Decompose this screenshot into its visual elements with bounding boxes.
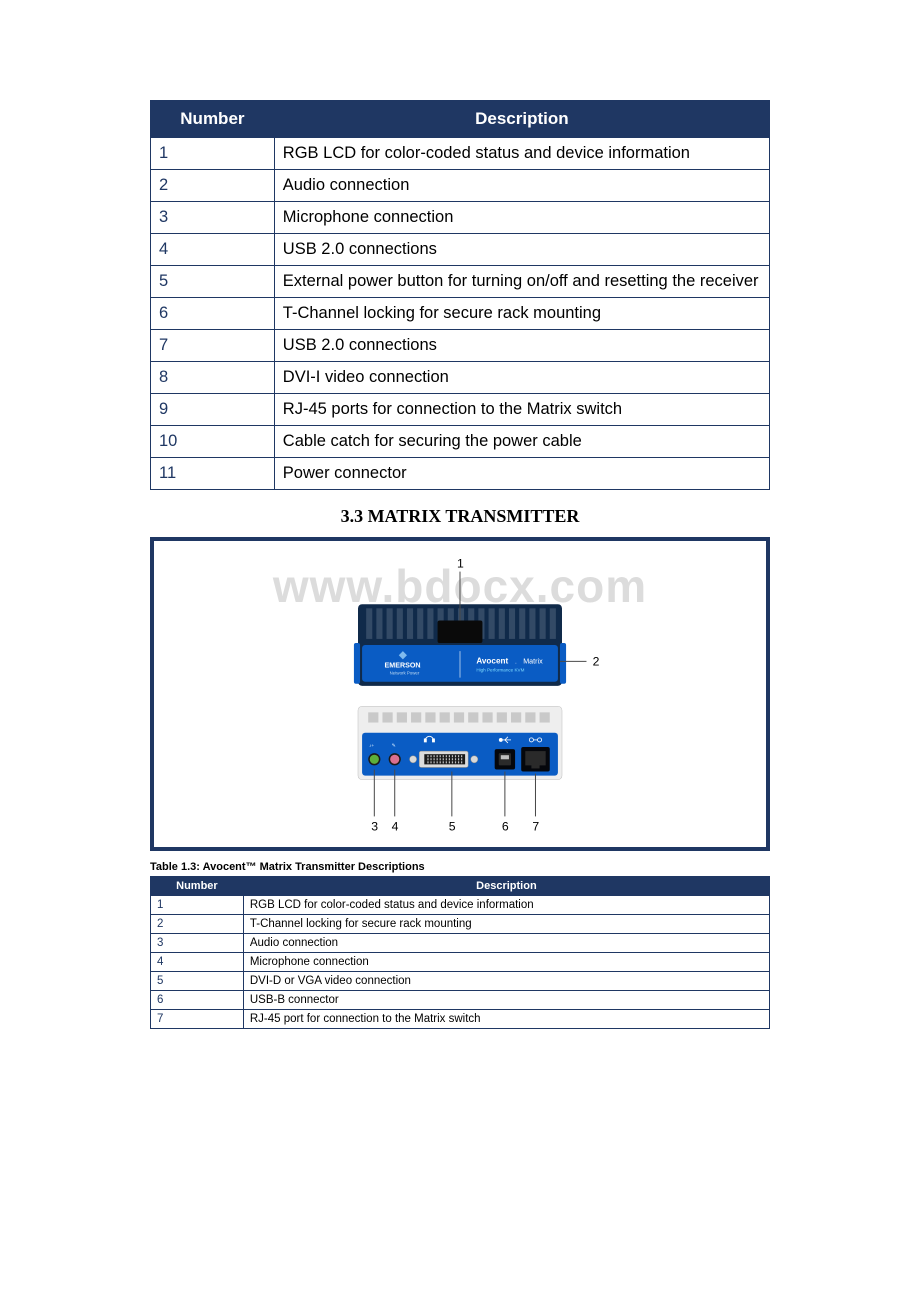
cell-description: Microphone connection	[274, 202, 769, 234]
cell-number: 3	[151, 202, 275, 234]
svg-text:High Performance KVM: High Performance KVM	[476, 668, 524, 673]
cell-description: RGB LCD for color-coded status and devic…	[274, 138, 769, 170]
transmitter-figure: www.bdocx.com EM	[150, 537, 770, 851]
table-row: 9RJ-45 ports for connection to the Matri…	[151, 394, 770, 426]
cell-description: Audio connection	[274, 170, 769, 202]
table-row: 6USB-B connector	[151, 991, 770, 1010]
cell-number: 5	[151, 266, 275, 298]
cell-number: 2	[151, 915, 244, 934]
cell-number: 10	[151, 426, 275, 458]
table-header-row: Number Description	[151, 101, 770, 138]
table-row: 10Cable catch for securing the power cab…	[151, 426, 770, 458]
cell-number: 5	[151, 972, 244, 991]
svg-text:Network Power: Network Power	[390, 671, 420, 676]
cell-number: 7	[151, 330, 275, 362]
callout-1: 1	[457, 557, 464, 571]
cell-number: 3	[151, 934, 244, 953]
callout-6: 6	[502, 820, 509, 834]
cell-number: 7	[151, 1010, 244, 1029]
svg-text:✎: ✎	[392, 743, 396, 749]
cell-description: RJ-45 ports for connection to the Matrix…	[274, 394, 769, 426]
table-row: 3Audio connection	[151, 934, 770, 953]
table-row: 1RGB LCD for color-coded status and devi…	[151, 138, 770, 170]
table-row: 2T-Channel locking for secure rack mount…	[151, 915, 770, 934]
cell-description: T-Channel locking for secure rack mounti…	[274, 298, 769, 330]
receiver-descriptions-table: Number Description 1RGB LCD for color-co…	[150, 100, 770, 490]
svg-text:♪+: ♪+	[369, 743, 374, 748]
table-row: 11Power connector	[151, 458, 770, 490]
cell-description: Cable catch for securing the power cable	[274, 426, 769, 458]
cell-number: 4	[151, 953, 244, 972]
section-heading: 3.3 MATRIX TRANSMITTER	[150, 506, 770, 527]
svg-text:Matrix: Matrix	[523, 657, 543, 665]
cell-description: DVI-I video connection	[274, 362, 769, 394]
table-row: 6T-Channel locking for secure rack mount…	[151, 298, 770, 330]
table-row: 5DVI-D or VGA video connection	[151, 972, 770, 991]
cell-number: 6	[151, 298, 275, 330]
table-row: 4USB 2.0 connections	[151, 234, 770, 266]
table-row: 5External power button for turning on/of…	[151, 266, 770, 298]
callout-2: 2	[593, 654, 600, 668]
cell-description: RGB LCD for color-coded status and devic…	[243, 896, 769, 915]
cell-number: 1	[151, 138, 275, 170]
callout-5: 5	[449, 820, 456, 834]
callout-labels: 1 2 3 4 5 6 7	[371, 557, 599, 834]
cell-description: USB-B connector	[243, 991, 769, 1010]
cell-description: External power button for turning on/off…	[274, 266, 769, 298]
cell-number: 6	[151, 991, 244, 1010]
cell-description: USB 2.0 connections	[274, 330, 769, 362]
table-header-row: Number Description	[151, 877, 770, 896]
table-row: 7RJ-45 port for connection to the Matrix…	[151, 1010, 770, 1029]
col-header-description: Description	[274, 101, 769, 138]
cell-description: Microphone connection	[243, 953, 769, 972]
table-row: 7USB 2.0 connections	[151, 330, 770, 362]
callout-7: 7	[532, 820, 539, 834]
device-rear: ♪+ ✎	[358, 706, 562, 779]
svg-text:EMERSON: EMERSON	[385, 661, 421, 669]
table-row: 1RGB LCD for color-coded status and devi…	[151, 896, 770, 915]
table-caption: Table 1.3: Avocent™ Matrix Transmitter D…	[150, 861, 770, 873]
cell-description: T-Channel locking for secure rack mounti…	[243, 915, 769, 934]
table-row: 4Microphone connection	[151, 953, 770, 972]
page: Number Description 1RGB LCD for color-co…	[0, 0, 920, 1149]
cell-number: 1	[151, 896, 244, 915]
cell-number: 11	[151, 458, 275, 490]
table-row: 2Audio connection	[151, 170, 770, 202]
callout-4: 4	[392, 820, 399, 834]
cell-number: 2	[151, 170, 275, 202]
cell-number: 9	[151, 394, 275, 426]
col-header-description: Description	[243, 877, 769, 896]
svg-text:.: .	[419, 663, 420, 669]
table-row: 8DVI-I video connection	[151, 362, 770, 394]
cell-description: Audio connection	[243, 934, 769, 953]
cell-description: DVI-D or VGA video connection	[243, 972, 769, 991]
table-row: 3Microphone connection	[151, 202, 770, 234]
cell-description: USB 2.0 connections	[274, 234, 769, 266]
col-header-number: Number	[151, 101, 275, 138]
transmitter-descriptions-table: Number Description 1RGB LCD for color-co…	[150, 876, 770, 1029]
callout-3: 3	[371, 820, 378, 834]
col-header-number: Number	[151, 877, 244, 896]
cell-number: 4	[151, 234, 275, 266]
transmitter-diagram-svg: EMERSON . Network Power Avocent . Matrix…	[154, 541, 766, 847]
cell-number: 8	[151, 362, 275, 394]
cell-description: RJ-45 port for connection to the Matrix …	[243, 1010, 769, 1029]
cell-description: Power connector	[274, 458, 769, 490]
svg-text:Avocent: Avocent	[476, 656, 508, 665]
